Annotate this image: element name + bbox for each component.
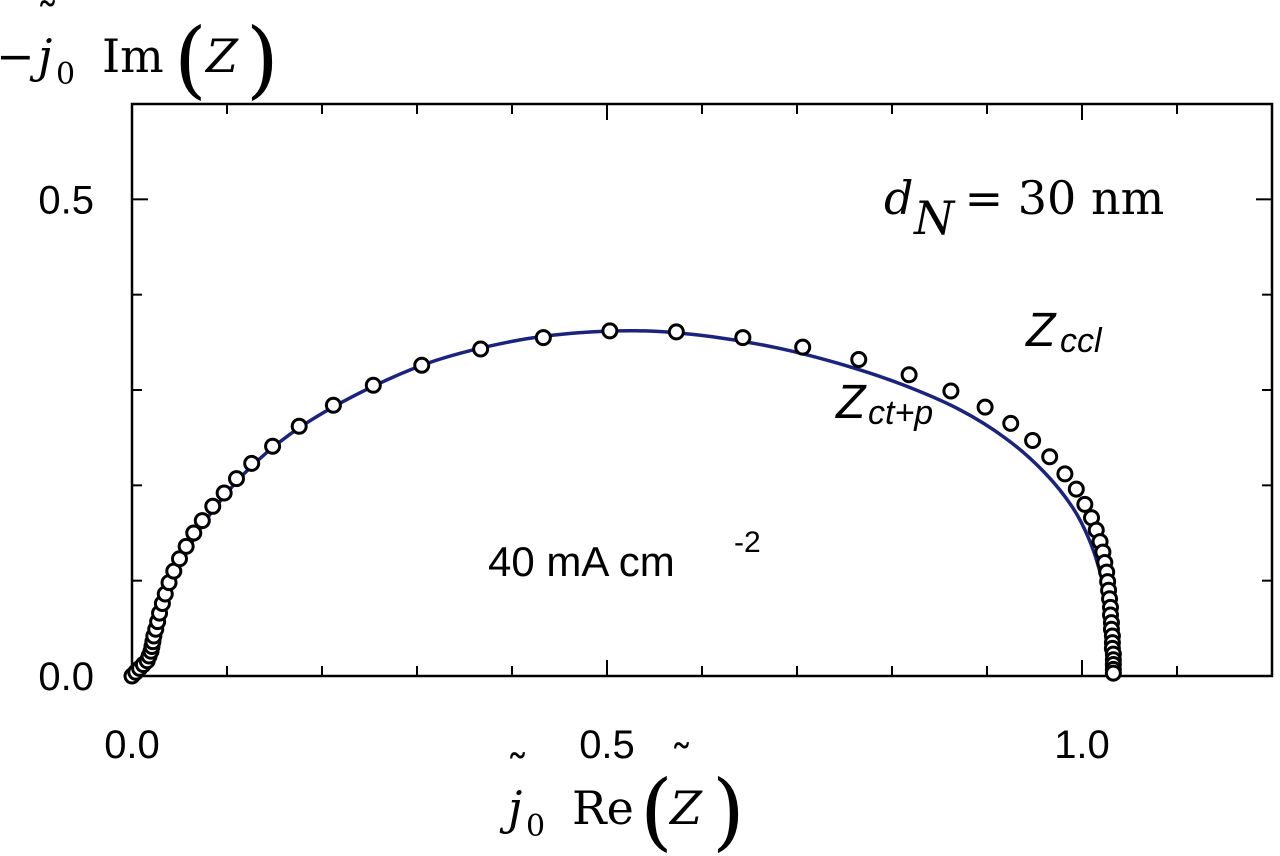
data-point xyxy=(794,338,812,356)
y-label-sign: − xyxy=(0,29,35,83)
x-label-var-tilde: ˜ xyxy=(670,735,693,789)
x-tick-label: 0.0 xyxy=(104,723,160,767)
z-ccl-sub: ccl xyxy=(1060,322,1103,360)
data-point xyxy=(177,537,195,555)
data-point xyxy=(204,497,222,515)
data-points xyxy=(123,322,1122,685)
z-ctp-main: Z xyxy=(835,376,867,429)
data-point xyxy=(193,512,211,530)
x-tick-label: 1.0 xyxy=(1054,723,1110,767)
data-point xyxy=(1104,664,1122,682)
tick-labels: 0.0 0.5 1.0 0.0 0.5 xyxy=(38,178,1109,767)
y-label-var-tilde: ˜ xyxy=(206,0,229,37)
axis-ticks xyxy=(132,104,1272,676)
data-point xyxy=(1067,480,1085,498)
data-point xyxy=(364,376,382,394)
thickness-value: = 30 nm xyxy=(950,171,1164,225)
current-density-sup: -2 xyxy=(734,526,761,559)
data-point xyxy=(185,524,203,542)
data-point xyxy=(1056,465,1074,483)
data-point xyxy=(976,398,994,416)
data-point xyxy=(601,322,619,340)
data-point xyxy=(942,382,960,400)
data-point xyxy=(324,396,342,414)
data-point xyxy=(290,417,308,435)
data-point xyxy=(1024,432,1042,450)
y-label-paren-open: ( xyxy=(174,10,207,108)
x-label-paren-close: ) xyxy=(712,762,745,856)
data-point xyxy=(1041,448,1059,466)
data-point xyxy=(228,470,245,488)
x-label-prefix-tilde: ˜ xyxy=(506,745,529,799)
thickness-sub: N xyxy=(913,191,956,245)
x-label-var: Z xyxy=(668,781,703,835)
data-point xyxy=(472,340,490,358)
data-point xyxy=(667,323,685,341)
y-label-op: Im xyxy=(102,29,164,83)
current-density-annotation: 40 mA cm -2 xyxy=(488,526,761,585)
z-ctp-annotation: Z ct+p xyxy=(835,376,933,432)
fit-curve xyxy=(130,328,1116,678)
y-axis-label: − j ˜ 0 Im ( Z ˜ ) xyxy=(0,0,279,108)
y-label-prefix-sub: 0 xyxy=(56,57,75,92)
y-label-var: Z xyxy=(204,29,239,83)
data-point xyxy=(171,550,188,568)
data-point xyxy=(1076,495,1094,513)
y-tick-label: 0.5 xyxy=(38,178,94,222)
x-label-prefix-sub: 0 xyxy=(526,809,545,844)
z-ccl-main: Z xyxy=(1025,304,1057,357)
current-density-text: 40 mA cm xyxy=(488,538,675,585)
data-point xyxy=(264,437,282,455)
z-ctp-sub: ct+p xyxy=(868,394,933,432)
x-tick-label: 0.5 xyxy=(579,723,635,767)
thickness-annotation: d N = 30 nm xyxy=(884,171,1164,245)
y-label-paren-close: ) xyxy=(246,10,279,108)
data-point xyxy=(413,356,431,374)
thickness-var: d xyxy=(884,171,913,225)
x-label-paren-open: ( xyxy=(640,762,673,856)
data-point xyxy=(534,329,552,347)
y-tick-label: 0.0 xyxy=(38,655,94,699)
data-point xyxy=(900,366,918,384)
data-point xyxy=(1002,414,1020,432)
data-point xyxy=(243,454,261,472)
data-point xyxy=(850,350,868,368)
x-label-op: Re xyxy=(572,781,634,835)
data-point xyxy=(734,329,752,347)
y-label-prefix-tilde: ˜ xyxy=(36,0,59,47)
z-ccl-annotation: Z ccl xyxy=(1025,304,1103,360)
data-point xyxy=(215,484,233,502)
